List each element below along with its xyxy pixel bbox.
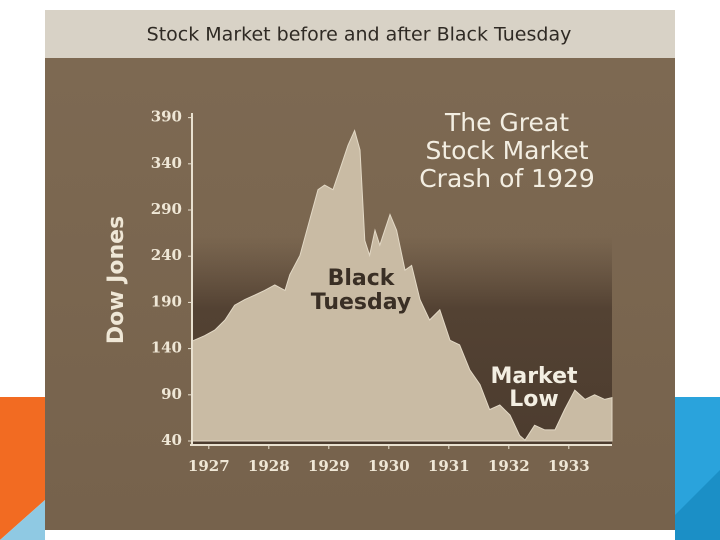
annotation: Crash of 1929: [419, 164, 595, 193]
annotation: Tuesday: [311, 290, 412, 315]
y-tick-label: 240: [151, 246, 182, 264]
x-tick-label: 1930: [368, 457, 410, 475]
y-tick-label: 90: [161, 385, 182, 403]
x-tick-label: 1932: [488, 457, 530, 475]
annotation: Low: [509, 387, 558, 412]
x-tick-label: 1928: [248, 457, 290, 475]
annotation: Stock Market: [425, 136, 588, 165]
slide-decoration: [675, 470, 720, 540]
plot: 40 90 140 190 240 290 340 390 1927 1928 1929 1930 19…: [151, 108, 613, 475]
annotation: Black: [328, 266, 396, 291]
x-tick-label: 1927: [188, 457, 230, 475]
title-band: [45, 10, 675, 58]
y-tick-label: 40: [161, 431, 182, 449]
annotation: Market: [490, 364, 578, 389]
chart-title: Stock Market before and after Black Tues…: [147, 24, 572, 46]
y-tick-label: 140: [151, 339, 182, 357]
slide-decoration: [0, 397, 45, 540]
area: [191, 129, 613, 442]
x-tick-label: 1929: [308, 457, 350, 475]
annotation: The Great: [444, 108, 569, 137]
x-tick-label: 1933: [548, 457, 590, 475]
y-tick-label: 290: [151, 200, 182, 218]
y-tick-label: 390: [151, 108, 182, 126]
x-tick-label: 1931: [428, 457, 470, 475]
y-tick-label: 190: [151, 292, 182, 310]
slide-decoration: [0, 500, 45, 540]
y-tick-label: 340: [151, 154, 182, 172]
y-axis-label: Dow Jones: [104, 216, 129, 344]
